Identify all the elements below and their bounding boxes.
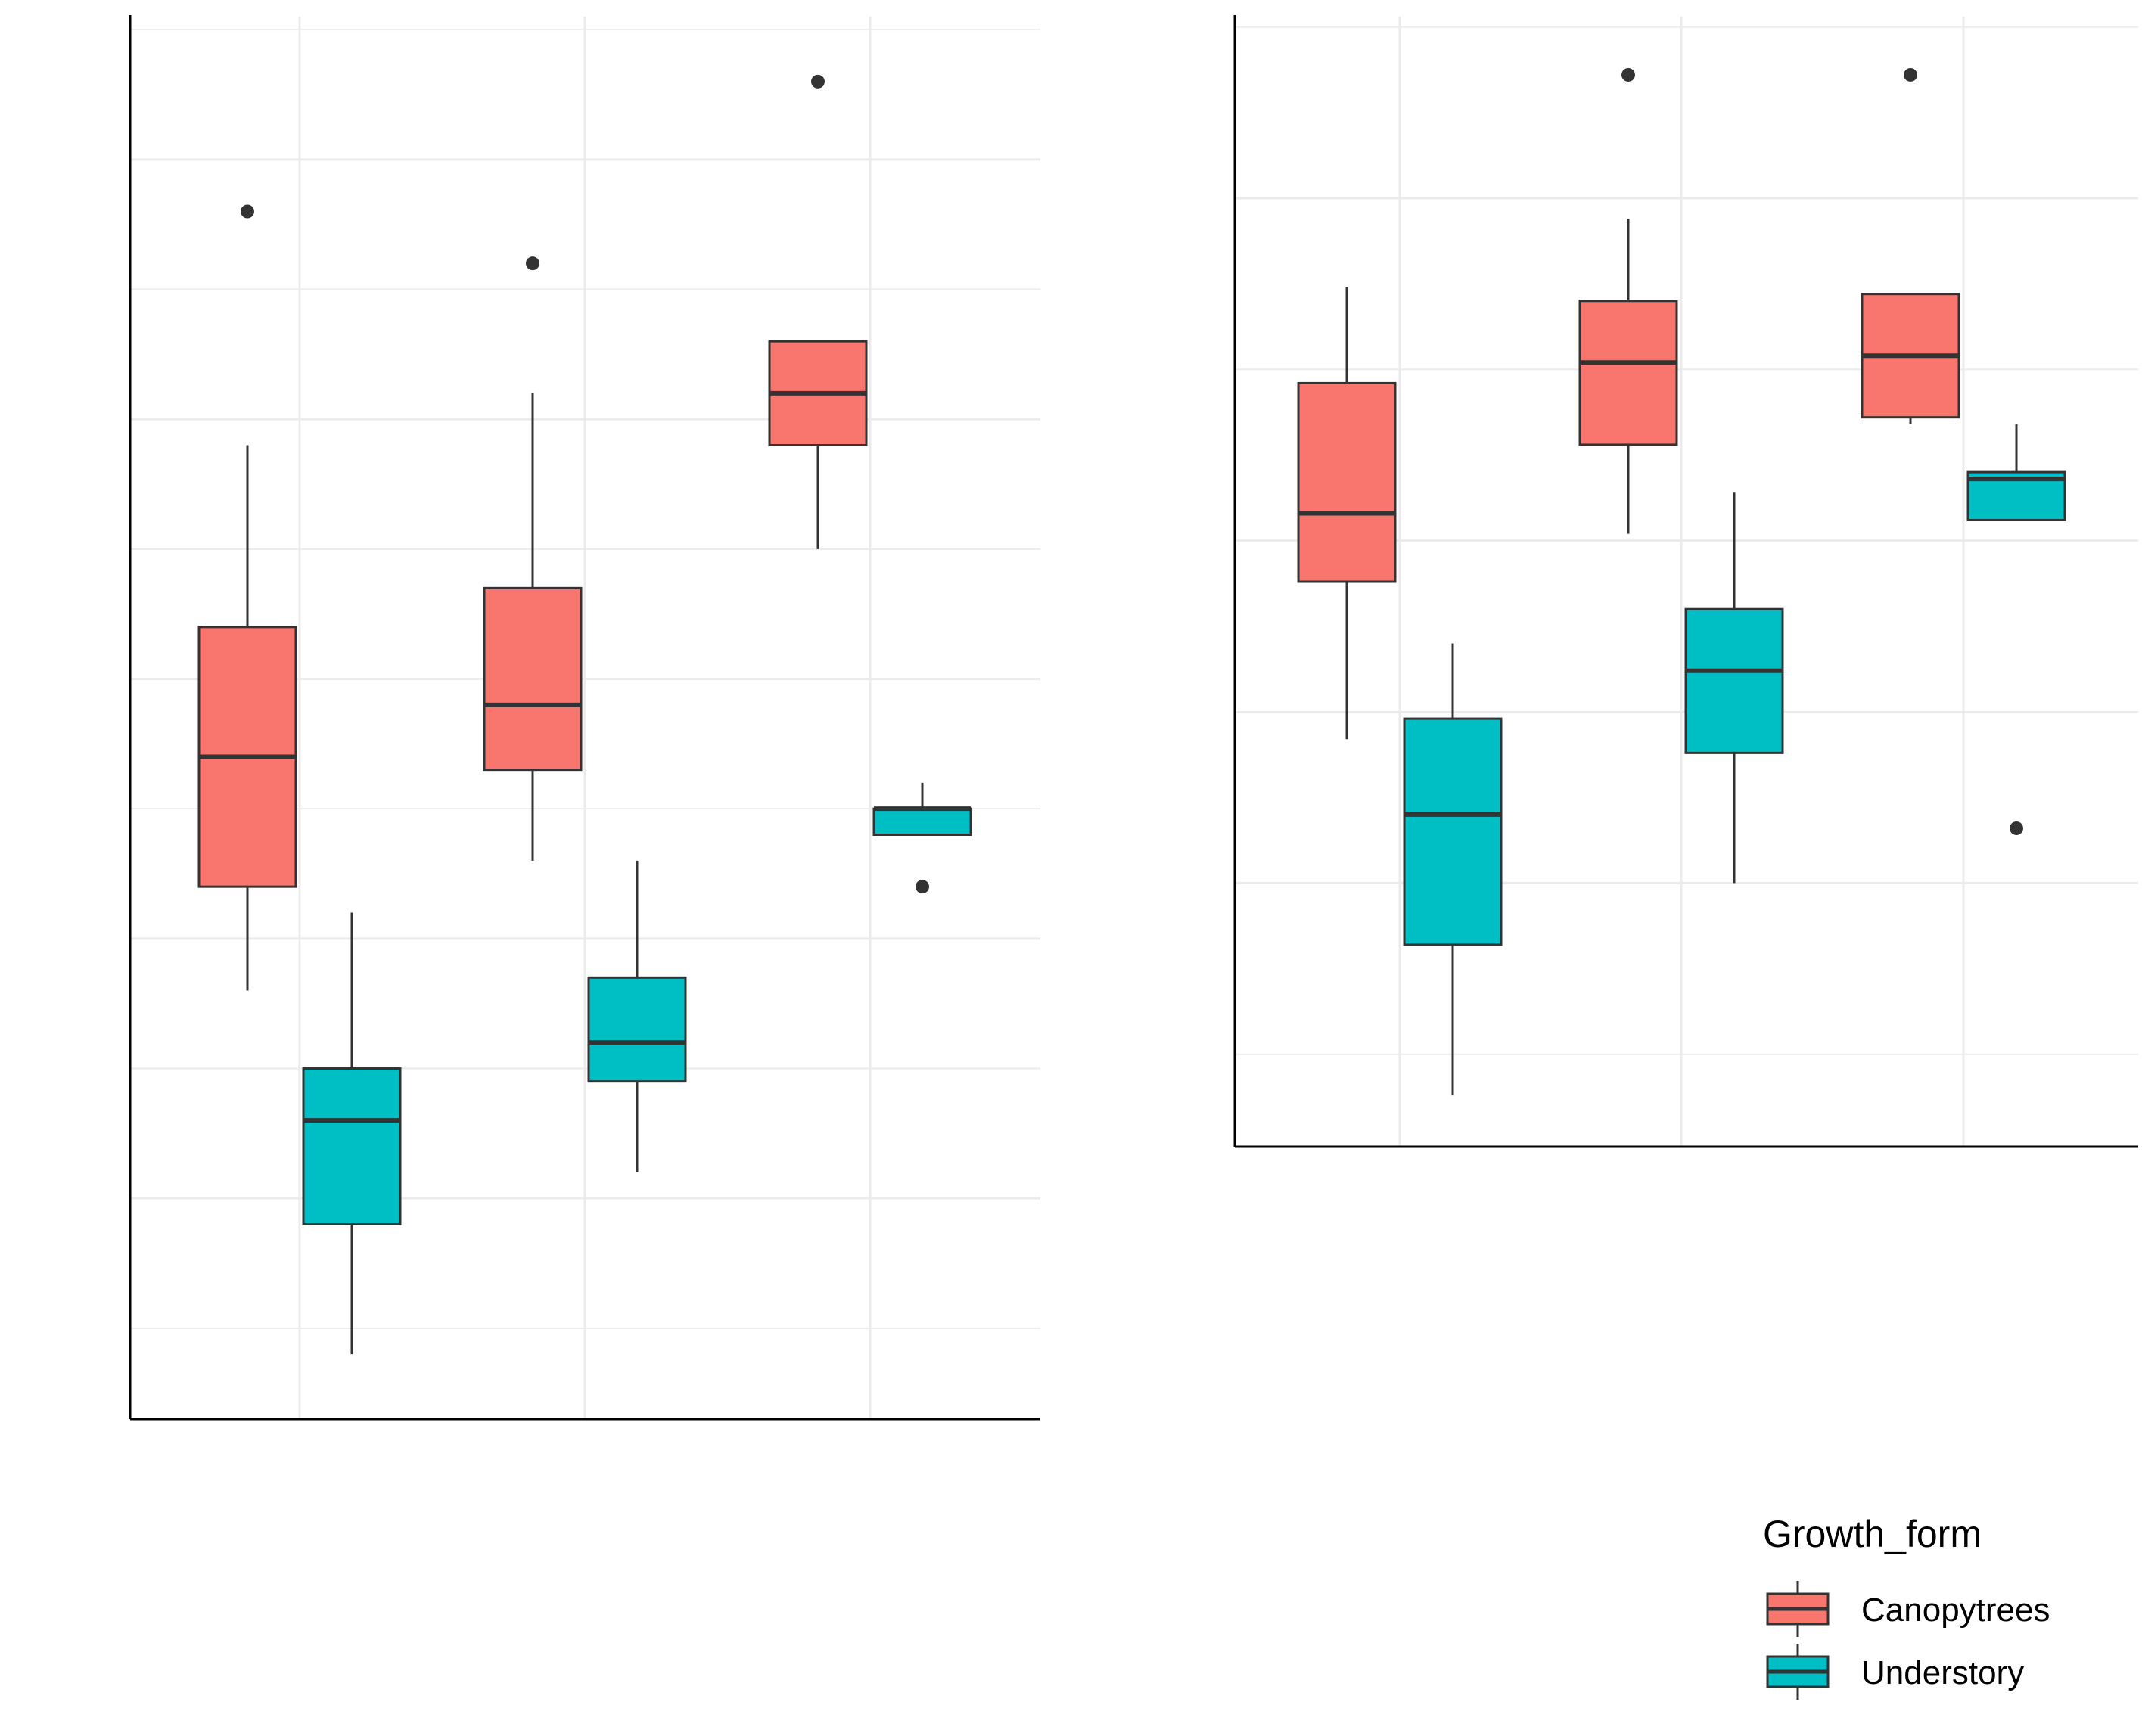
pb-canopytrees-unlogged-outlier-0 xyxy=(1904,67,1917,82)
legend-label-understory: Understory xyxy=(1861,1654,2024,1691)
legend-key-canopytrees xyxy=(1766,1581,1830,1637)
legend-label-canopytrees: Canopytrees xyxy=(1861,1592,2050,1629)
pa-canopytrees-lightly-logged-box xyxy=(483,586,583,772)
pa-canopytrees-heavily-logged-outlier-0 xyxy=(241,204,254,219)
panel-b-shannon-index xyxy=(1233,15,2138,1148)
pb-canopytrees-lightly-logged-outlier-0 xyxy=(1621,67,1635,82)
pa-understory-unlogged-outlier-0 xyxy=(916,880,929,894)
pb-understory-heavily-logged-box xyxy=(1403,717,1503,946)
legend-title: Growth_form xyxy=(1763,1513,1982,1555)
pb-understory-unlogged-outlier-0 xyxy=(2010,821,2023,835)
pa-canopytrees-lightly-logged-outlier-0 xyxy=(526,256,539,271)
pb-canopytrees-lightly-logged-box xyxy=(1578,300,1678,446)
pa-canopytrees-unlogged-outlier-0 xyxy=(811,74,825,89)
legend: Growth_form Canopytrees Understory xyxy=(1763,1513,2050,1700)
pa-understory-unlogged-box xyxy=(872,807,972,836)
pa-understory-lightly-logged-box xyxy=(587,976,687,1083)
pb-understory-lightly-logged-box xyxy=(1684,607,1784,754)
pa-understory-heavily-logged-box xyxy=(302,1067,402,1225)
legend-key-understory xyxy=(1766,1644,1830,1700)
panel-a-species-richness xyxy=(129,15,1040,1421)
pb-canopytrees-heavily-logged-box xyxy=(1297,381,1397,583)
